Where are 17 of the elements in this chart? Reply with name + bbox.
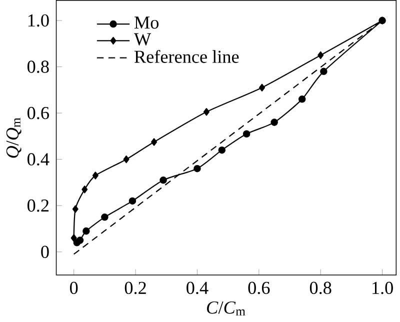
x-tick-label: 0.6 — [248, 282, 270, 294]
legend-label: Mo — [134, 16, 159, 29]
legend-label: Reference line — [134, 50, 239, 64]
x-tick-label: 1.0 — [372, 282, 393, 294]
y-tick-label: 0 — [41, 246, 49, 258]
x-tick-label: 0 — [70, 282, 78, 294]
y-axis-title: Q/Q$_{m}$ — [6, 118, 22, 158]
x-tick-label: 0.2 — [124, 282, 146, 294]
x-tick-label: 0.4 — [186, 282, 208, 294]
legend-label: W — [134, 33, 152, 46]
y-tick-label: 0.2 — [28, 200, 49, 212]
y-tick-label: 1.0 — [28, 14, 49, 27]
x-axis-title: C/C$_{m}$ — [207, 302, 246, 316]
y-tick-label: 0.6 — [28, 106, 49, 120]
y-tick-label: 0.8 — [28, 60, 49, 74]
x-tick-label: 0.8 — [310, 282, 332, 294]
y-tick-label: 0.4 — [28, 153, 50, 166]
